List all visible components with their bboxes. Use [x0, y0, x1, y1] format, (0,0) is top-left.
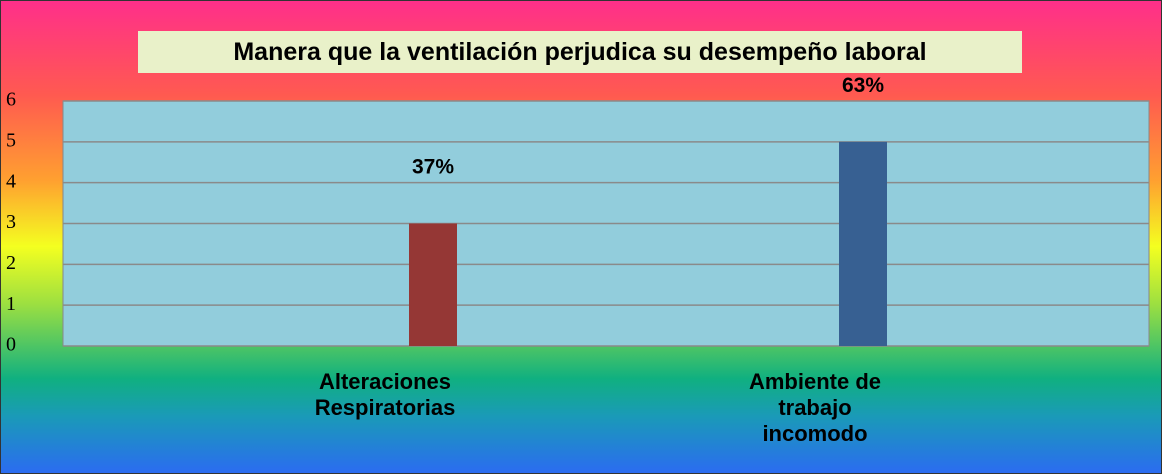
y-tick-label: 6: [6, 89, 16, 111]
y-tick-label: 5: [6, 129, 16, 151]
y-tick-label: 1: [6, 293, 16, 315]
y-tick-label: 4: [6, 170, 16, 192]
bar: [409, 223, 457, 346]
bar: [839, 141, 887, 346]
x-tick-label: Alteraciones Respiratorias: [314, 369, 456, 420]
y-tick-label: 3: [6, 211, 16, 233]
y-tick-label: 0: [6, 334, 16, 356]
bar-annotation: 37%: [412, 156, 454, 179]
chart-title: Manera que la ventilación perjudica su d…: [138, 31, 1022, 73]
y-tick-label: 2: [6, 252, 16, 274]
x-tick-label: Ambiente de trabajo incomodo: [748, 369, 882, 446]
bar-annotation: 63%: [842, 74, 884, 97]
